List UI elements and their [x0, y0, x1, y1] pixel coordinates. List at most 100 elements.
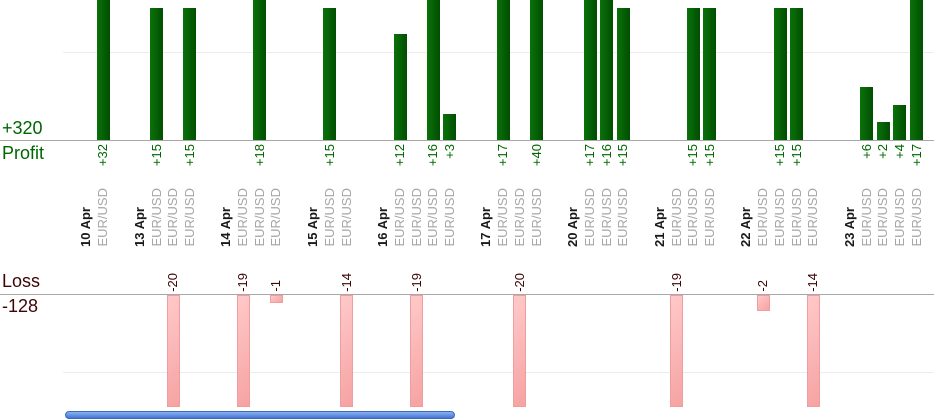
profit-value-label-text: +15 [615, 144, 631, 167]
profit-value-label: +15 [685, 144, 701, 166]
symbol-label-text: EUR/USD [772, 188, 787, 247]
symbol-label: EUR/USD [512, 188, 528, 247]
symbol-label-text: EUR/USD [425, 188, 441, 247]
date-label-text: 21 Apr [651, 207, 667, 247]
profit-value-label-text: +15 [701, 144, 717, 167]
profit-value-label: +17 [909, 144, 925, 166]
loss-value-label: -14 [805, 273, 821, 292]
date-label: 20 Apr [565, 207, 581, 247]
symbol-label-text: EUR/USD [805, 188, 821, 247]
symbol-label-text: EUR/USD [338, 188, 354, 247]
symbol-label-text: EUR/USD [408, 188, 424, 247]
profit-value-label-text: +2 [875, 144, 891, 159]
loss-value-label: -14 [339, 273, 355, 292]
symbol-label: EUR/USD [892, 188, 908, 247]
profit-value-label: +15 [772, 144, 788, 166]
symbol-label: EUR/USD [339, 188, 355, 247]
loss-value-label-text: -19 [668, 273, 684, 292]
profit-value-label-text: +15 [181, 144, 197, 167]
loss-bar [807, 295, 820, 407]
profit-bar [97, 0, 110, 140]
profit-value-label-text: +16 [598, 144, 614, 167]
symbol-label: EUR/USD [789, 188, 805, 247]
symbol-label: EUR/USD [409, 188, 425, 247]
profit-bar [600, 0, 613, 140]
symbol-label-text: EUR/USD [181, 188, 197, 247]
profit-value-label: +18 [252, 144, 268, 166]
symbol-label: EUR/USD [685, 188, 701, 247]
profit-value-label-text: +15 [321, 144, 337, 167]
loss-value-label-text: -19 [235, 273, 251, 292]
profit-value-label: +15 [789, 144, 805, 166]
profit-value-label-text: +12 [392, 144, 407, 167]
symbol-label: EUR/USD [268, 188, 284, 247]
date-label: 15 Apr [305, 207, 321, 247]
profit-bar [183, 8, 196, 140]
loss-axis-label: Loss [2, 271, 41, 291]
profit-bar [877, 122, 890, 140]
symbol-label-text: EUR/USD [148, 188, 164, 247]
symbol-label: EUR/USD [529, 188, 545, 247]
loss-value-label-text: -2 [755, 280, 771, 292]
profit-value-label-text: +6 [858, 144, 874, 159]
symbol-label-text: EUR/USD [582, 188, 597, 247]
date-label-text: 14 Apr [218, 207, 234, 247]
profit-bar [893, 105, 906, 140]
symbol-label: EUR/USD [909, 188, 925, 247]
symbol-label: EUR/USD [495, 188, 511, 247]
date-label: 14 Apr [218, 207, 234, 247]
profit-bar [774, 8, 787, 140]
symbol-label: EUR/USD [95, 188, 111, 247]
profit-value-label: +16 [599, 144, 615, 166]
symbol-label-text: EUR/USD [701, 188, 717, 247]
profit-bar [497, 0, 510, 140]
symbol-label-text: EUR/USD [858, 188, 874, 247]
profit-bar [394, 34, 407, 140]
symbol-label-text: EUR/USD [268, 188, 284, 247]
loss-value-label-text: -19 [408, 273, 424, 292]
profit-value-label-text: +15 [148, 144, 164, 167]
profit-value-label: +15 [149, 144, 165, 166]
loss-value-label-text: -20 [165, 273, 181, 292]
profit-value-label-text: +18 [251, 144, 267, 167]
date-label-text: 20 Apr [565, 207, 580, 247]
profit-bar [443, 114, 456, 140]
symbol-label-text: EUR/USD [392, 188, 407, 247]
date-label-text: 23 Apr [841, 207, 857, 247]
profit-value-label: +15 [615, 144, 631, 166]
profit-value-label-text: +15 [772, 144, 787, 167]
symbol-label-text: EUR/USD [598, 188, 614, 247]
horizontal-scrollbar-thumb[interactable] [65, 411, 455, 419]
loss-value-label: -19 [409, 273, 425, 292]
date-label: 17 Apr [478, 207, 494, 247]
profit-value-label-text: +4 [891, 144, 907, 159]
loss-value-label: -2 [755, 280, 771, 292]
symbol-label-text: EUR/USD [95, 188, 110, 247]
date-label: 21 Apr [652, 207, 668, 247]
profit-value-label: +6 [859, 144, 875, 159]
loss-baseline [0, 294, 934, 295]
symbol-label: EUR/USD [425, 188, 441, 247]
loss-value-label: -20 [165, 273, 181, 292]
symbol-label: EUR/USD [875, 188, 891, 247]
profit-value-label-text: +15 [685, 144, 701, 167]
profit-baseline [0, 140, 934, 141]
profit-value-label-text: +17 [495, 144, 511, 167]
profit-value-label: +32 [95, 144, 111, 166]
symbol-label: EUR/USD [392, 188, 408, 247]
symbol-label-text: EUR/USD [511, 188, 527, 247]
symbol-label: EUR/USD [859, 188, 875, 247]
loss-value-label-text: -20 [511, 273, 527, 292]
profit-bar [617, 8, 630, 140]
date-label: 10 Apr [78, 207, 94, 247]
symbol-label-text: EUR/USD [441, 188, 457, 247]
profit-bar [687, 8, 700, 140]
symbol-label-text: EUR/USD [615, 188, 631, 247]
profit-bar [323, 8, 336, 140]
profit-value-label: +15 [182, 144, 198, 166]
loss-bar [167, 295, 180, 407]
loss-value-label: -19 [669, 273, 685, 292]
date-label-text: 16 Apr [375, 207, 390, 247]
symbol-label-text: EUR/USD [875, 188, 891, 247]
